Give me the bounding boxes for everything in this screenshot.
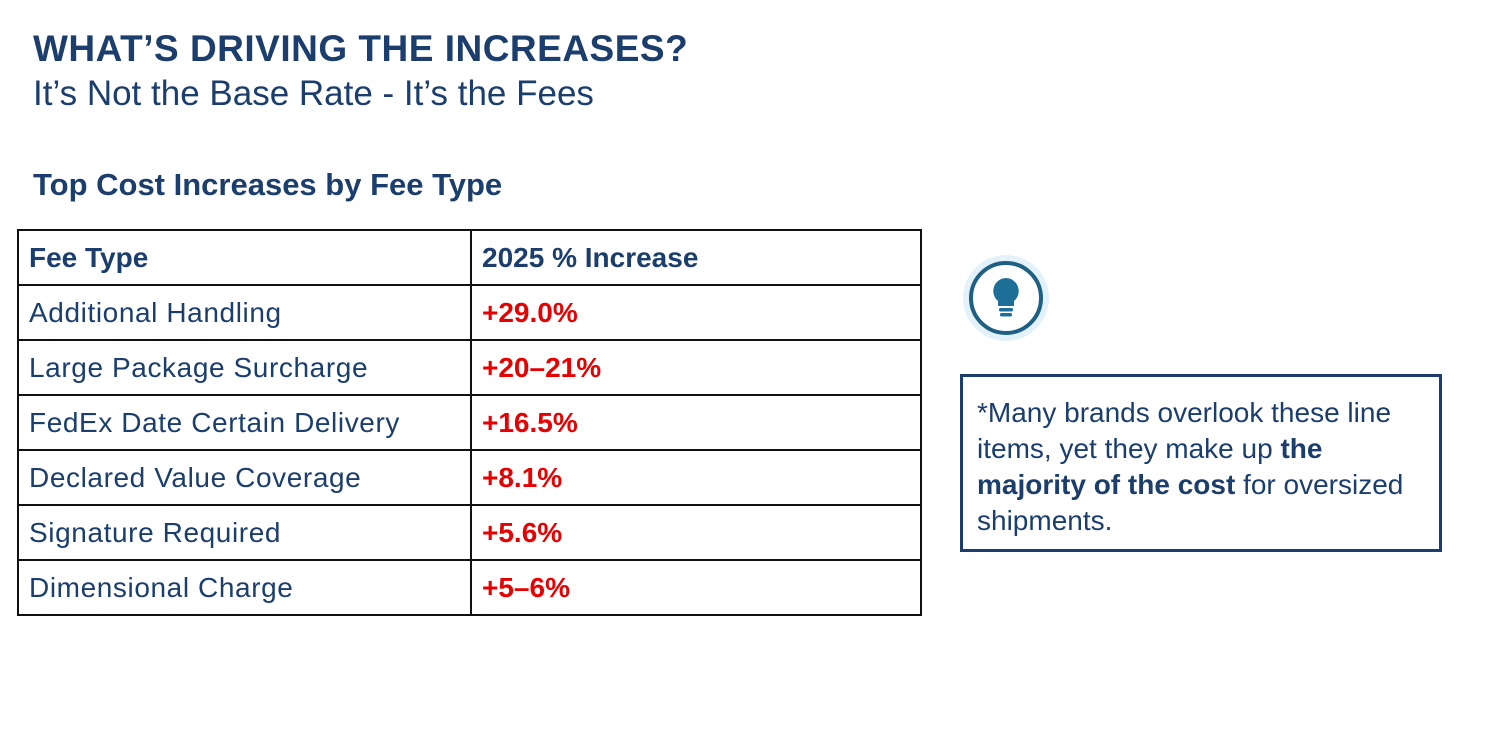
fee-type-cell: Dimensional Charge: [17, 559, 472, 616]
note-text: for oversized shipments.: [977, 469, 1404, 536]
increase-cell: +29.0%: [470, 284, 922, 341]
increase-cell: +5.6%: [470, 504, 922, 561]
table-row: Large Package Surcharge +20–21%: [17, 339, 922, 396]
increase-cell: +8.1%: [470, 449, 922, 506]
lightbulb-icon: [963, 255, 1049, 341]
page-title: WHAT’S DRIVING THE INCREASES?: [33, 28, 689, 69]
table-row: Declared Value Coverage +8.1%: [17, 449, 922, 506]
fee-type-cell: Declared Value Coverage: [17, 449, 472, 506]
fee-table: Fee Type 2025 % Increase Additional Hand…: [17, 229, 922, 616]
note-text: *Many brands overlook these line items, …: [977, 397, 1392, 464]
fee-type-cell: Signature Required: [17, 504, 472, 561]
table-row: FedEx Date Certain Delivery +16.5%: [17, 394, 922, 451]
increase-cell: +5–6%: [470, 559, 922, 616]
table-row: Signature Required +5.6%: [17, 504, 922, 561]
table-row: Dimensional Charge +5–6%: [17, 559, 922, 616]
fee-type-cell: FedEx Date Certain Delivery: [17, 394, 472, 451]
note-emphasis: the majority of the cost: [977, 433, 1323, 500]
column-header: 2025 % Increase: [470, 229, 922, 286]
increase-cell: +20–21%: [470, 339, 922, 396]
table-title: Top Cost Increases by Fee Type: [33, 167, 503, 202]
header-row: Fee Type 2025 % Increase: [17, 229, 922, 286]
fee-type-cell: Additional Handling: [17, 284, 472, 341]
note-box: *Many brands overlook these line items, …: [960, 374, 1442, 552]
table-row: Additional Handling +29.0%: [17, 284, 922, 341]
fee-type-cell: Large Package Surcharge: [17, 339, 472, 396]
increase-cell: +16.5%: [470, 394, 922, 451]
column-header: Fee Type: [17, 229, 472, 286]
page-subtitle: It’s Not the Base Rate - It’s the Fees: [33, 74, 594, 113]
